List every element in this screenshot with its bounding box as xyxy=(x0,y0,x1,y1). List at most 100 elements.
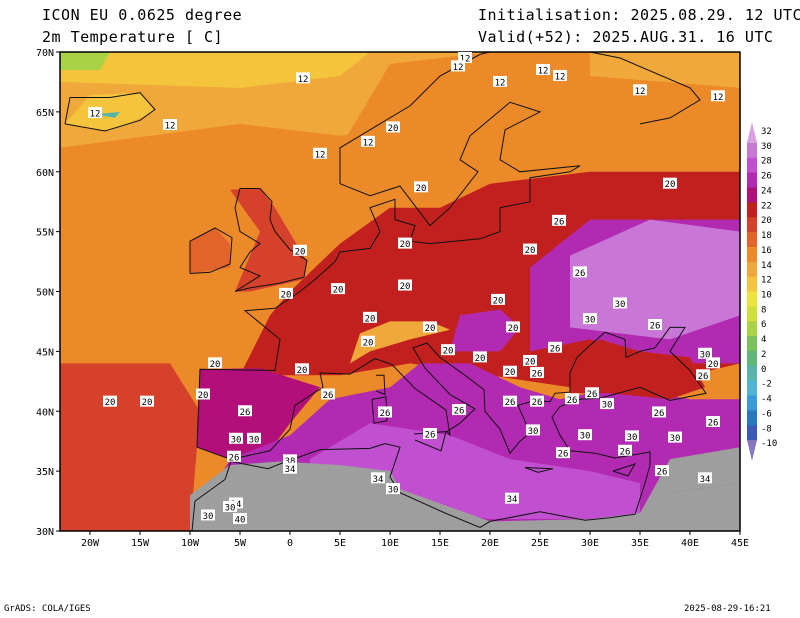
contour-label-text: 26 xyxy=(454,407,465,417)
contour-label: 30 xyxy=(229,432,243,445)
contour-label: 12 xyxy=(451,60,465,73)
contour-label: 20 xyxy=(361,335,375,348)
contour-label-text: 30 xyxy=(580,432,591,442)
contour-label-bg xyxy=(652,406,666,418)
variable-title: 2m Temperature [ C] xyxy=(42,28,224,46)
y-tick-label: 40N xyxy=(36,407,54,418)
x-tick-label: 15W xyxy=(131,538,150,549)
colorbar-swatch xyxy=(747,142,757,159)
field-syria xyxy=(650,447,740,496)
contour-label-bg xyxy=(583,313,597,325)
contour-label-text: 30 xyxy=(249,435,260,445)
contour-label: 26 xyxy=(423,428,437,441)
contour-label: 34 xyxy=(698,472,712,485)
contour-label-text: 26 xyxy=(620,447,631,457)
contour-label: 30 xyxy=(600,398,614,411)
contour-label: 30 xyxy=(613,297,627,310)
contour-label: 26 xyxy=(321,388,335,401)
contour-label-text: 34 xyxy=(700,475,711,485)
coastline-0 xyxy=(196,52,701,448)
contour-label-bg xyxy=(296,72,310,84)
contour-label: 30 xyxy=(625,430,639,443)
field-greenland-edge xyxy=(60,52,110,70)
contour-label-text: 20 xyxy=(333,286,344,296)
contour-label: 20 xyxy=(398,279,412,292)
colorbar-swatch xyxy=(747,232,757,248)
contour-label-text: 26 xyxy=(587,390,598,400)
contour-label-text: 20 xyxy=(475,354,486,364)
contour-label: 20 xyxy=(663,177,677,190)
contour-label: 26 xyxy=(565,393,579,406)
contour-label-bg xyxy=(503,365,517,377)
contour-label-text: 26 xyxy=(575,269,586,279)
contour-label: 12 xyxy=(633,84,647,97)
contour-label: 12 xyxy=(458,51,472,64)
contour-label-bg xyxy=(423,321,437,333)
contour-label-text: 12 xyxy=(363,138,374,148)
contour-label-text: 30 xyxy=(231,435,242,445)
contour-label-text: 34 xyxy=(507,495,518,505)
y-tick-label: 60N xyxy=(36,168,54,179)
colorbar-swatch xyxy=(747,202,757,218)
contour-label-text: 20 xyxy=(400,240,411,250)
contour-label-bg xyxy=(553,69,567,81)
contour-label-bg xyxy=(613,297,627,309)
colorbar-swatch xyxy=(747,336,757,352)
contour-label-bg xyxy=(506,321,520,333)
footer-timestamp: 2025-08-29-16:21 xyxy=(684,604,771,614)
contour-label-bg xyxy=(414,181,428,193)
contour-label-text: 20 xyxy=(281,290,292,300)
contour-label: 20 xyxy=(331,283,345,296)
contour-label: 20 xyxy=(414,181,428,194)
contour-label-bg xyxy=(223,501,237,513)
contour-label: 12 xyxy=(361,135,375,148)
contour-label: 20 xyxy=(140,395,154,408)
contour-label: 30 xyxy=(583,313,597,326)
contour-label: 26 xyxy=(530,395,544,408)
colorbar-label: -6 xyxy=(761,409,772,419)
field-iceland-glacier xyxy=(95,111,120,118)
contour-label: 12 xyxy=(493,75,507,88)
contour-label-text: 12 xyxy=(315,150,326,160)
contour-label-text: 12 xyxy=(495,78,506,88)
contour-label: 30 xyxy=(223,501,237,514)
colorbar-label: 24 xyxy=(761,186,772,196)
contour-label-text: 30 xyxy=(203,512,214,522)
field-russia-hot xyxy=(570,219,740,340)
contour-label-text: 26 xyxy=(532,398,543,408)
contour-label-text: 20 xyxy=(416,184,427,194)
colorbar-label: 18 xyxy=(761,231,772,241)
contour-label: 30 xyxy=(668,431,682,444)
contour-label: 12 xyxy=(163,119,177,132)
coastline-1 xyxy=(234,188,308,292)
contour-label-bg xyxy=(706,416,720,428)
contour-label-bg xyxy=(711,90,725,102)
field-black-sea xyxy=(570,339,705,400)
contour-label-text: 30 xyxy=(615,300,626,310)
contour-label: 20 xyxy=(386,121,400,134)
colorbar-swatch xyxy=(747,425,757,441)
contour-label-text: 20 xyxy=(295,247,306,257)
contour-label-bg xyxy=(696,369,710,381)
x-tick-label: 30E xyxy=(581,538,599,549)
contour-label-bg xyxy=(88,107,102,119)
colorbar-label: 28 xyxy=(761,157,772,167)
contour-label: 26 xyxy=(655,465,669,478)
x-tick-label: 35E xyxy=(631,538,649,549)
contour-label: 26 xyxy=(652,406,666,419)
contour-label-bg xyxy=(283,462,297,474)
y-tick-label: 50N xyxy=(36,288,54,299)
contour-label-bg xyxy=(103,395,117,407)
contour-label-bg xyxy=(625,430,639,442)
contour-label-text: 30 xyxy=(388,486,399,496)
contour-label-bg xyxy=(363,311,377,323)
model-title: ICON EU 0.0625 degree xyxy=(42,6,243,24)
contour-label-text: 20 xyxy=(105,398,116,408)
field-sahara xyxy=(190,461,740,531)
contour-label-text: 26 xyxy=(654,409,665,419)
contour-label: 20 xyxy=(196,388,210,401)
y-tick-label: 70N xyxy=(36,48,54,59)
contour-label-bg xyxy=(331,283,345,295)
contour-label-bg xyxy=(313,147,327,159)
colorbar-label: 8 xyxy=(761,305,766,315)
